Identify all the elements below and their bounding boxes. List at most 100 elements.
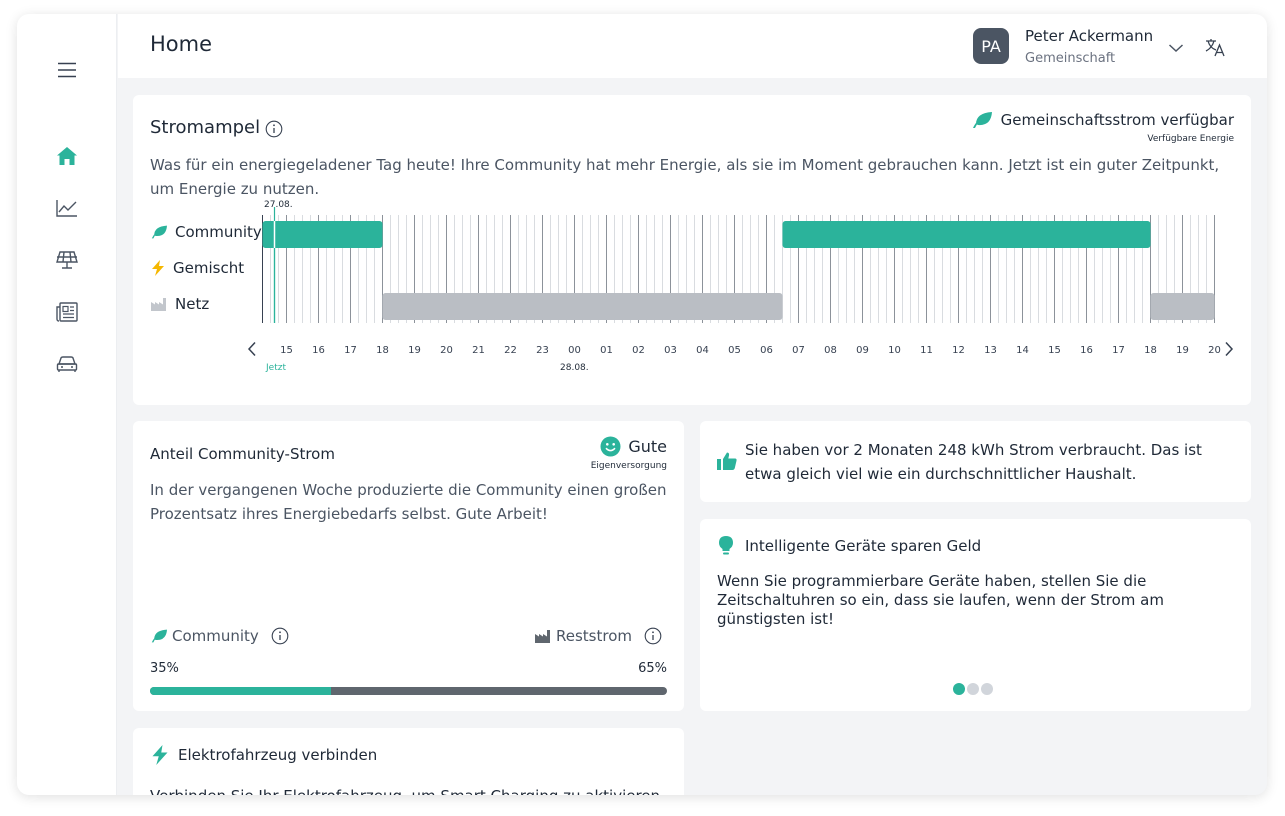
- hour-tick-label: 16: [312, 345, 325, 356]
- community-share-fill: [150, 687, 331, 695]
- anteil-badge-label: Gute: [628, 437, 667, 456]
- anteil-badge: Gute: [600, 436, 667, 457]
- tip-title: Intelligente Geräte sparen Geld: [745, 537, 982, 555]
- leaf-icon: [151, 629, 167, 643]
- usage-card: Sie haben vor 2 Monaten 248 kWh Strom ve…: [700, 421, 1251, 502]
- legend-gemischt-label: Gemischt: [173, 259, 245, 277]
- hour-tick-label: 18: [1144, 345, 1157, 356]
- share-progress-bar: [150, 687, 667, 695]
- ev-title: Elektrofahrzeug verbinden: [178, 746, 378, 764]
- now-label: Jetzt: [266, 363, 286, 373]
- hour-tick-label: 20: [440, 345, 453, 356]
- pager-dot[interactable]: [953, 683, 965, 695]
- leaf-icon: [972, 112, 992, 128]
- hour-tick-label: 22: [504, 345, 517, 356]
- stromampel-card: Stromampel Gemeinschaftsstrom verfügbar …: [133, 95, 1251, 405]
- leaf-icon: [151, 225, 167, 239]
- legend-gemischt: Gemischt: [150, 259, 244, 277]
- status-label: Gemeinschaftsstrom verfügbar: [1000, 111, 1234, 129]
- car-icon[interactable]: [55, 352, 79, 376]
- anteil-rest-label: Reststrom: [556, 627, 632, 645]
- hour-tick-label: 14: [1016, 345, 1029, 356]
- hour-tick-label: 15: [1048, 345, 1061, 356]
- legend-community-label: Community: [175, 223, 262, 241]
- hour-tick-label: 18: [376, 345, 389, 356]
- timeline-chart: [262, 207, 1215, 323]
- menu-icon[interactable]: [55, 58, 79, 82]
- tip-card: Intelligente Geräte sparen Geld Wenn Sie…: [700, 519, 1251, 711]
- timeline-prev-icon[interactable]: [246, 341, 258, 361]
- hour-tick-label: 00: [568, 345, 581, 356]
- timeline-next-icon[interactable]: [1223, 341, 1235, 361]
- pager-dot[interactable]: [967, 683, 979, 695]
- hour-tick-label: 17: [344, 345, 357, 356]
- hour-tick-label: 01: [600, 345, 613, 356]
- tip-text: Wenn Sie programmierbare Geräte haben, s…: [717, 572, 1164, 628]
- community-pct: 35%: [150, 661, 179, 676]
- status-indicator: Gemeinschaftsstrom verfügbar: [971, 110, 1234, 130]
- legend-netz-label: Netz: [175, 295, 210, 313]
- home-icon[interactable]: [55, 144, 79, 168]
- solar-panel-icon[interactable]: [55, 248, 79, 272]
- hour-tick-label: 23: [536, 345, 549, 356]
- hour-tick-label: 19: [408, 345, 421, 356]
- anteil-badge-sub: Eigenversorgung: [590, 461, 667, 471]
- stromampel-description: Was für ein energiegeladener Tag heute! …: [150, 156, 1220, 198]
- hour-tick-label: 04: [696, 345, 709, 356]
- hour-tick-label: 13: [984, 345, 997, 356]
- info-icon[interactable]: [265, 120, 283, 142]
- chart-icon[interactable]: [55, 196, 79, 220]
- anteil-rest-legend: Reststrom: [534, 627, 662, 645]
- thumbs-up-icon: [716, 451, 738, 475]
- hour-tick-label: 15: [280, 345, 293, 356]
- hour-tick-label: 08: [824, 345, 837, 356]
- usage-text: Sie haben vor 2 Monaten 248 kWh Strom ve…: [745, 441, 1202, 483]
- hour-tick-label: 03: [664, 345, 677, 356]
- tip-pager: [953, 683, 993, 695]
- lightbulb-icon: [718, 535, 734, 561]
- hour-tick-label: 09: [856, 345, 869, 356]
- chevron-down-icon[interactable]: [1168, 38, 1184, 57]
- timeline-segment-community: [782, 221, 1151, 248]
- stromampel-title: Stromampel: [150, 117, 261, 138]
- pager-dot[interactable]: [981, 683, 993, 695]
- avatar[interactable]: PA: [973, 28, 1009, 64]
- date-next-label: 28.08.: [560, 363, 589, 373]
- page-title: Home: [150, 32, 213, 56]
- anteil-description: In der vergangenen Woche produzierte die…: [150, 481, 667, 523]
- hour-tick-label: 07: [792, 345, 805, 356]
- timeline-segment-netz: [382, 293, 783, 320]
- anteil-community-label: Community: [172, 627, 259, 645]
- hour-tick-label: 19: [1176, 345, 1189, 356]
- app-frame: Home PA Peter Ackermann Gemeinschaft Str…: [17, 14, 1267, 795]
- timeline-segment-community: [262, 221, 383, 248]
- sidebar: [17, 14, 117, 795]
- user-role: Gemeinschaft: [1025, 51, 1116, 66]
- ev-card: Elektrofahrzeug verbinden Verbinden Sie …: [133, 728, 684, 795]
- hour-tick-label: 20: [1208, 345, 1221, 356]
- legend-netz: Netz: [150, 295, 209, 313]
- factory-icon: [535, 630, 550, 643]
- legend-community: Community: [150, 223, 262, 241]
- rest-pct: 65%: [638, 661, 667, 676]
- date-start-label: 27.08.: [264, 200, 293, 210]
- timeline-segment-netz: [1150, 293, 1215, 320]
- anteil-title: Anteil Community-Strom: [150, 445, 335, 463]
- info-icon: [271, 627, 289, 645]
- lightning-icon: [150, 743, 170, 771]
- hour-tick-label: 06: [760, 345, 773, 356]
- translate-icon[interactable]: [1202, 34, 1228, 60]
- hour-tick-label: 11: [920, 345, 933, 356]
- user-name[interactable]: Peter Ackermann: [1025, 27, 1154, 45]
- news-icon[interactable]: [55, 300, 79, 324]
- lightning-icon: [152, 260, 164, 276]
- status-sub: Verfügbare Energie: [1147, 134, 1234, 144]
- top-bar: Home PA Peter Ackermann Gemeinschaft: [118, 14, 1267, 78]
- hour-tick-label: 05: [728, 345, 741, 356]
- anteil-card: Anteil Community-Strom Gute Eigenversorg…: [133, 421, 684, 711]
- hour-tick-label: 17: [1112, 345, 1125, 356]
- hour-tick-label: 10: [888, 345, 901, 356]
- hour-tick-label: 02: [632, 345, 645, 356]
- anteil-community-legend: Community: [150, 627, 289, 645]
- hour-tick-label: 16: [1080, 345, 1093, 356]
